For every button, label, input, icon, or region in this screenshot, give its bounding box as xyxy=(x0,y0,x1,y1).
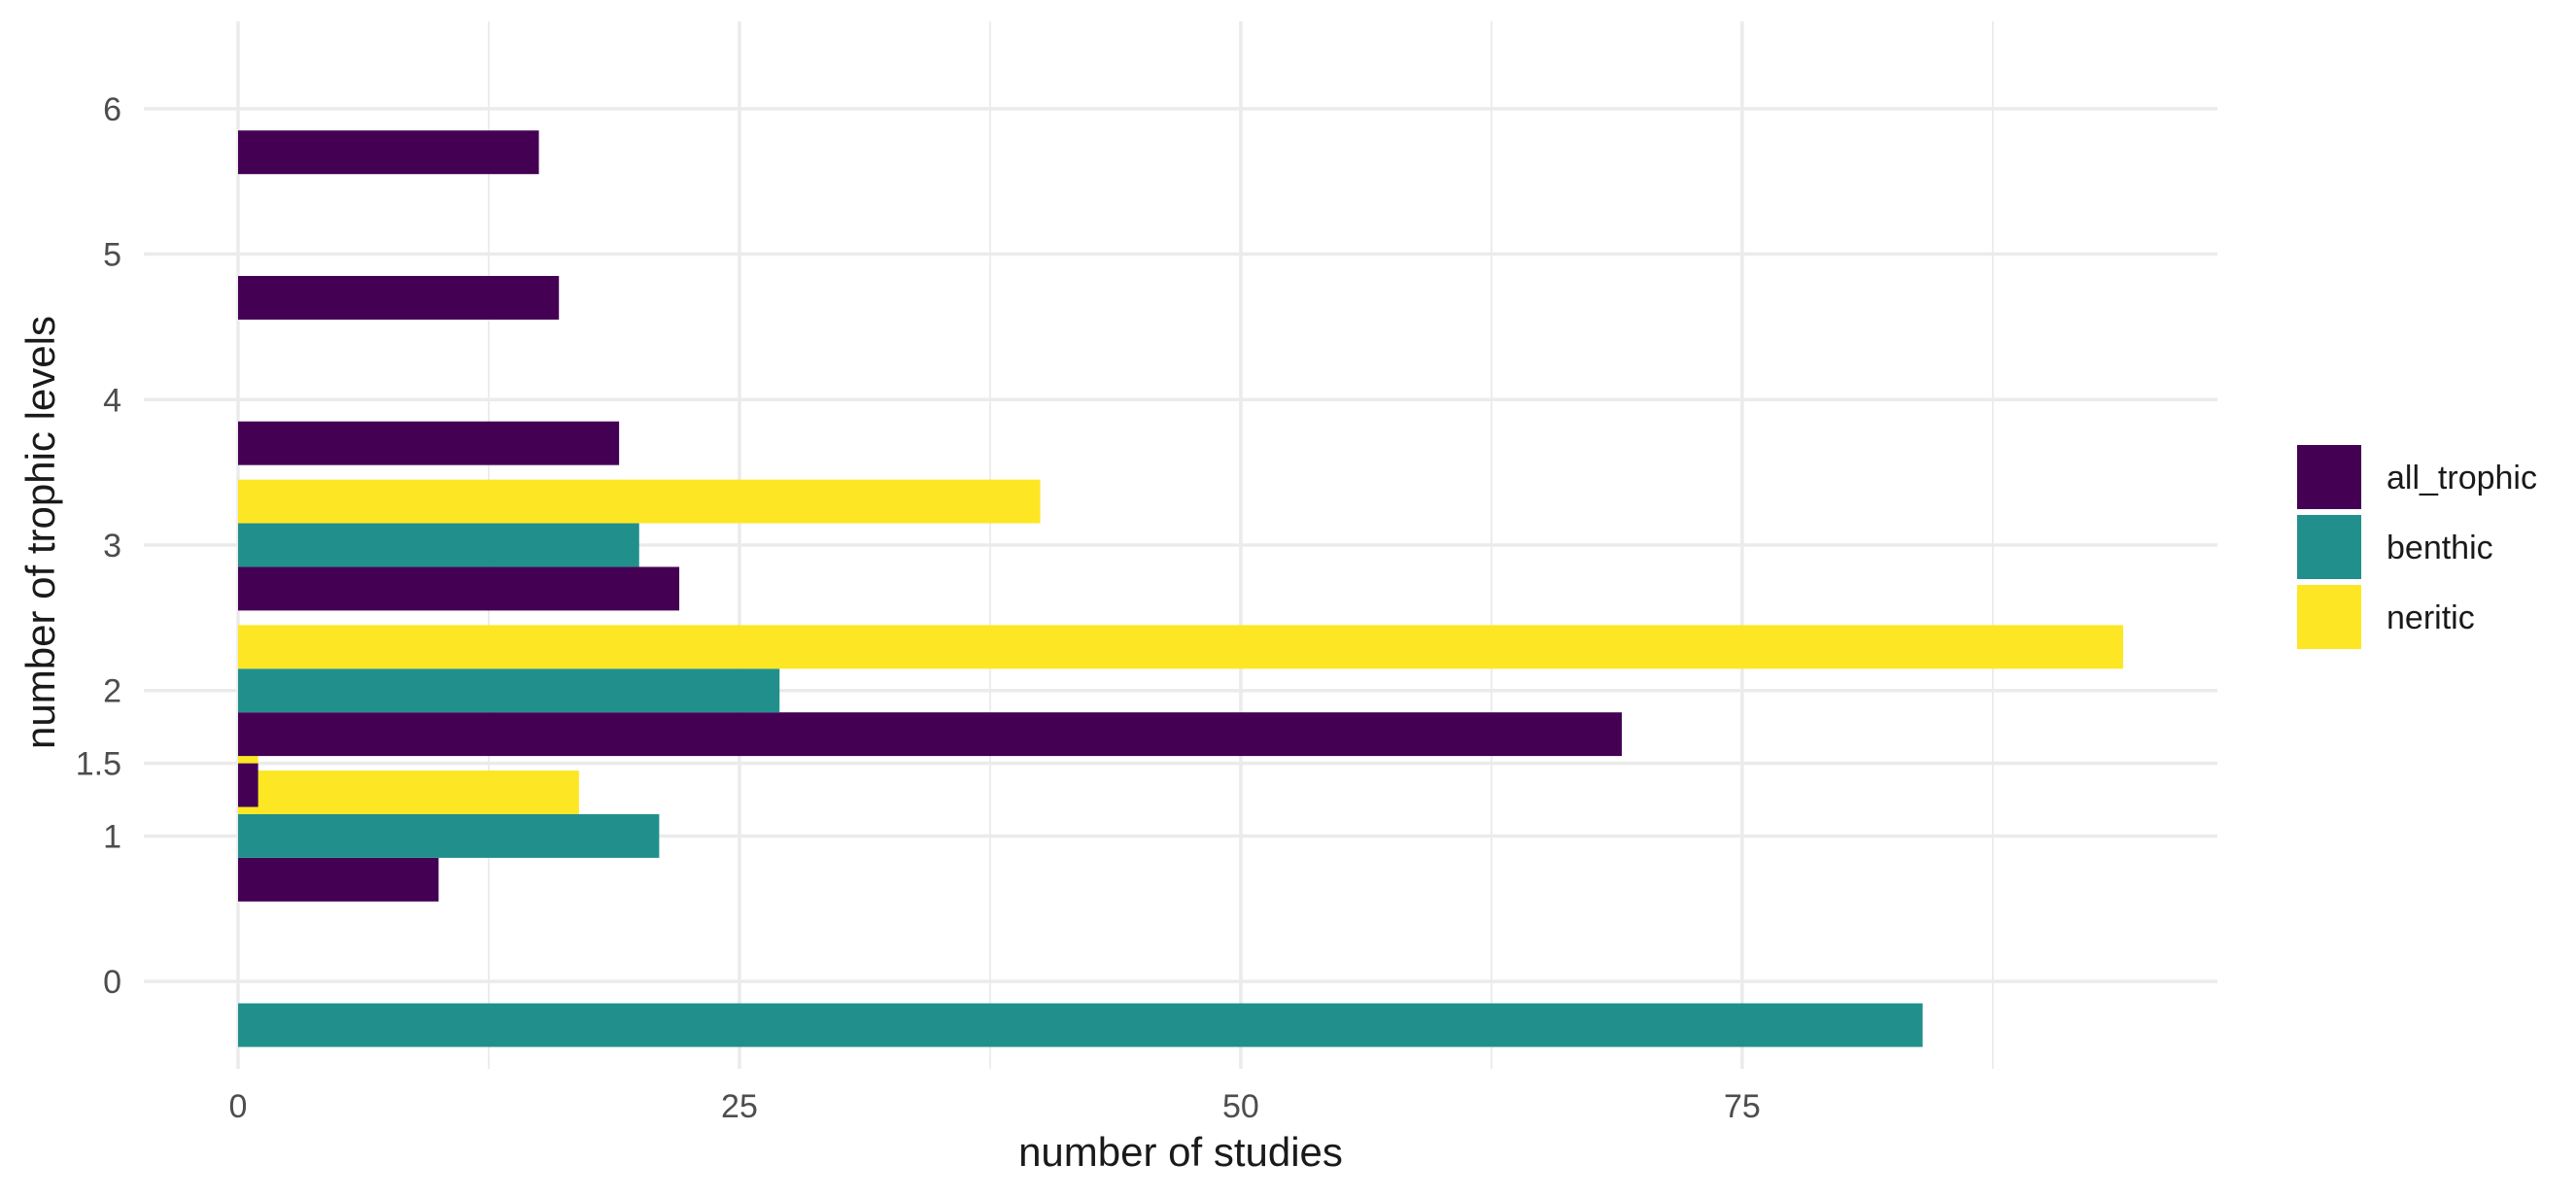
legend-swatch-all_trophic xyxy=(2297,445,2361,509)
bar-benthic xyxy=(238,523,639,567)
legend-swatch-benthic xyxy=(2297,515,2361,579)
bar-all_trophic xyxy=(238,566,680,611)
bar-all_trophic xyxy=(238,421,620,465)
y-tick-label: 1 xyxy=(103,818,121,855)
x-axis-title: number of studies xyxy=(1018,1129,1343,1175)
bar-neritic xyxy=(238,479,1041,524)
bar-all_trophic xyxy=(238,857,439,902)
y-tick-label: 0 xyxy=(103,964,121,1001)
legend-label-all_trophic: all_trophic xyxy=(2387,460,2537,496)
bar-all_trophic xyxy=(238,712,1623,757)
bar-benthic xyxy=(238,813,660,858)
y-tick-label: 2 xyxy=(103,673,121,710)
legend-swatch-neritic xyxy=(2297,585,2361,649)
y-tick-label: 3 xyxy=(103,528,121,565)
bar-neritic xyxy=(238,625,2123,669)
bar-benthic xyxy=(238,1003,1923,1047)
bar-neritic xyxy=(238,770,579,814)
x-axis-ticks: 0 25 50 75 xyxy=(229,1088,1761,1125)
y-tick-label: 5 xyxy=(103,237,121,274)
x-tick-label: 0 xyxy=(229,1088,248,1125)
legend-label-neritic: neritic xyxy=(2387,599,2475,636)
bar-all_trophic xyxy=(238,763,258,807)
y-tick-label: 6 xyxy=(103,91,121,128)
bar-all_trophic xyxy=(238,276,560,320)
legend-label-benthic: benthic xyxy=(2387,530,2493,566)
bar-all_trophic xyxy=(238,130,539,175)
y-axis-title: number of trophic levels xyxy=(17,316,63,749)
y-tick-label: 1.5 xyxy=(76,746,121,783)
y-axis-ticks: 0 1 1.5 2 3 4 5 6 xyxy=(76,91,121,1001)
y-tick-label: 4 xyxy=(103,382,121,419)
x-tick-label: 25 xyxy=(721,1088,758,1125)
x-tick-label: 75 xyxy=(1724,1088,1761,1125)
bar-benthic xyxy=(238,668,780,713)
bars xyxy=(238,130,2123,1047)
x-tick-label: 50 xyxy=(1222,1088,1259,1125)
